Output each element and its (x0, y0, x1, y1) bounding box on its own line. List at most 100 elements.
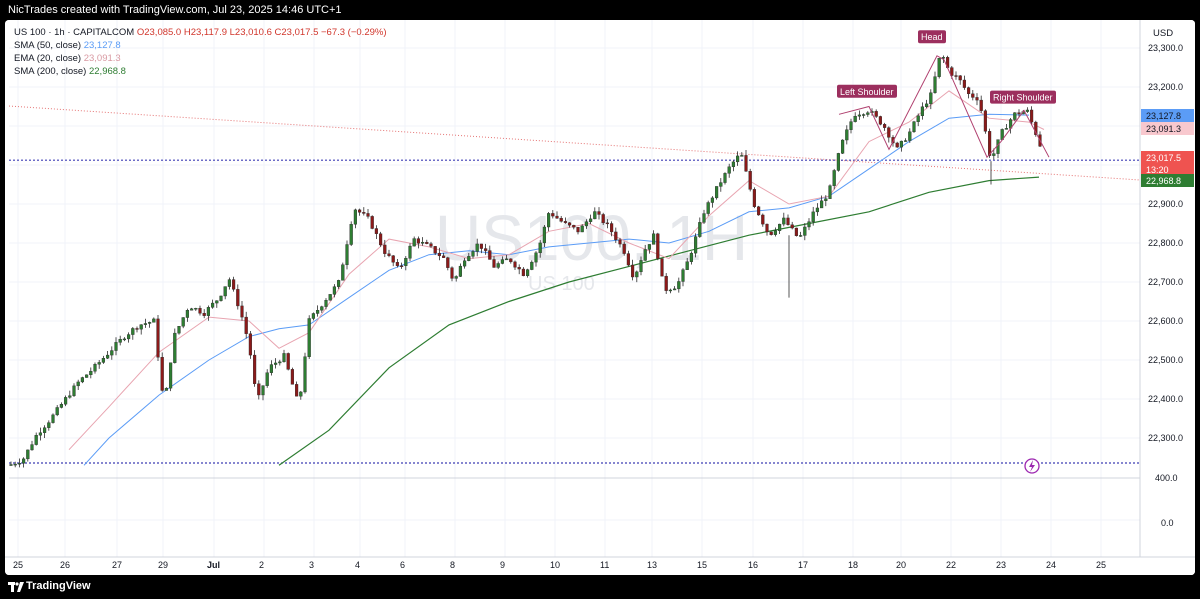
x-tick-label: 17 (798, 560, 808, 570)
candle-body (723, 173, 727, 183)
candle-body (664, 275, 668, 291)
candle-body (231, 279, 236, 290)
candle-body (80, 377, 84, 383)
candle-body (47, 422, 51, 428)
legend-sma50-label: SMA (50, close) (14, 40, 82, 51)
candle-body (706, 202, 710, 214)
y-tick-label: 22,900.0 (1148, 199, 1183, 209)
x-tick-label: 24 (1046, 560, 1056, 570)
candle-body (933, 76, 937, 93)
candle-body (551, 213, 555, 217)
candle-body (488, 250, 492, 260)
candle-body (337, 280, 341, 287)
price-label-box (1141, 174, 1194, 187)
price-label-sma-200: 22,968.8 (1146, 176, 1181, 186)
annotation-left-shoulder-bg[interactable] (837, 84, 897, 98)
candle-body (727, 166, 731, 174)
candle-body (353, 209, 357, 225)
candle-body (509, 258, 513, 263)
candle-body (971, 93, 975, 98)
candle-body (513, 261, 517, 268)
candle-body (416, 238, 420, 244)
candle-body (479, 243, 483, 249)
candle-body (517, 267, 521, 270)
candle-body (584, 221, 588, 227)
candle-body (244, 316, 248, 334)
candle-body (122, 338, 126, 341)
candle-body (282, 353, 286, 363)
candle-body (941, 57, 945, 59)
candle-body (677, 281, 681, 290)
candle-body (992, 153, 996, 156)
candle-body (593, 211, 597, 220)
y-tick-label: 22,300.0 (1148, 433, 1183, 443)
candle-body (912, 121, 916, 133)
candle-body (126, 334, 131, 340)
legend-sma200-row[interactable]: SMA (200, close) 22,968.8 (14, 65, 387, 78)
candle-body (500, 259, 504, 264)
candle-body (391, 255, 395, 263)
candle-body (526, 269, 530, 277)
candle-body (878, 116, 882, 125)
candle-body (841, 139, 845, 154)
y-tick-label: 22,500.0 (1148, 355, 1183, 365)
legend-sma50-row[interactable]: SMA (50, close) 23,127.8 (14, 39, 387, 52)
candle-body (446, 257, 450, 268)
candle-body (559, 218, 563, 222)
candle-body (97, 362, 101, 365)
candle-body (883, 124, 887, 128)
candle-body (614, 231, 618, 241)
candle-body (635, 271, 639, 278)
candle-body (374, 228, 378, 234)
candle-body (395, 262, 399, 266)
candle-body (64, 397, 68, 405)
candle-body (505, 258, 509, 261)
candle-body (975, 97, 979, 101)
candle-body (383, 244, 387, 254)
candle-body (59, 404, 63, 408)
x-tick-label: 25 (1096, 560, 1106, 570)
x-tick-label: 9 (500, 560, 505, 570)
candle-body (853, 115, 857, 122)
candle-body (815, 207, 819, 213)
candle-body (358, 209, 362, 213)
candle-body (164, 387, 168, 391)
candle-body (521, 268, 525, 277)
annotation-right-shoulder-bg[interactable] (990, 90, 1056, 104)
candle-body (891, 137, 895, 144)
x-tick-label: 23 (996, 560, 1006, 570)
candle-body (937, 58, 941, 77)
candle-body (202, 313, 206, 316)
y-tick-label: 22,600.0 (1148, 316, 1183, 326)
y-tick-label: 23,200.0 (1148, 82, 1183, 92)
candle-body (450, 267, 454, 279)
price-axis[interactable] (1140, 20, 1195, 575)
candle-body (168, 362, 173, 389)
candle-body (1029, 109, 1034, 123)
price-label-last: 23,017.5 (1146, 153, 1181, 163)
legend-symbol: US 100 · 1h · CAPITALCOM (14, 27, 135, 38)
candle-body (920, 106, 924, 117)
candle-body (114, 342, 118, 351)
candle-body (849, 121, 853, 130)
chart-panel[interactable]: US100, 1H US 100 Left Shoulder Head Right Sh… (5, 20, 1195, 575)
candle-body (433, 246, 437, 254)
candle-body (471, 251, 475, 257)
candle-body (320, 306, 324, 311)
candle-body (605, 222, 609, 225)
head-shoulders-pattern[interactable] (838, 55, 1050, 159)
candle-body (43, 427, 47, 433)
candle-body (572, 224, 576, 228)
candle-body (13, 463, 17, 466)
candle-body (311, 313, 315, 319)
candle-body (139, 324, 143, 330)
tradingview-brand: TradingView (26, 580, 91, 592)
legend-ema20-row[interactable]: EMA (20, close) 23,091.3 (14, 52, 387, 65)
x-tick-label: 22 (946, 560, 956, 570)
candle-body (761, 214, 765, 225)
price-label-box (1141, 151, 1194, 176)
candle-body (223, 286, 227, 297)
annotation-head-bg[interactable] (918, 30, 946, 44)
candle-body (143, 323, 147, 325)
